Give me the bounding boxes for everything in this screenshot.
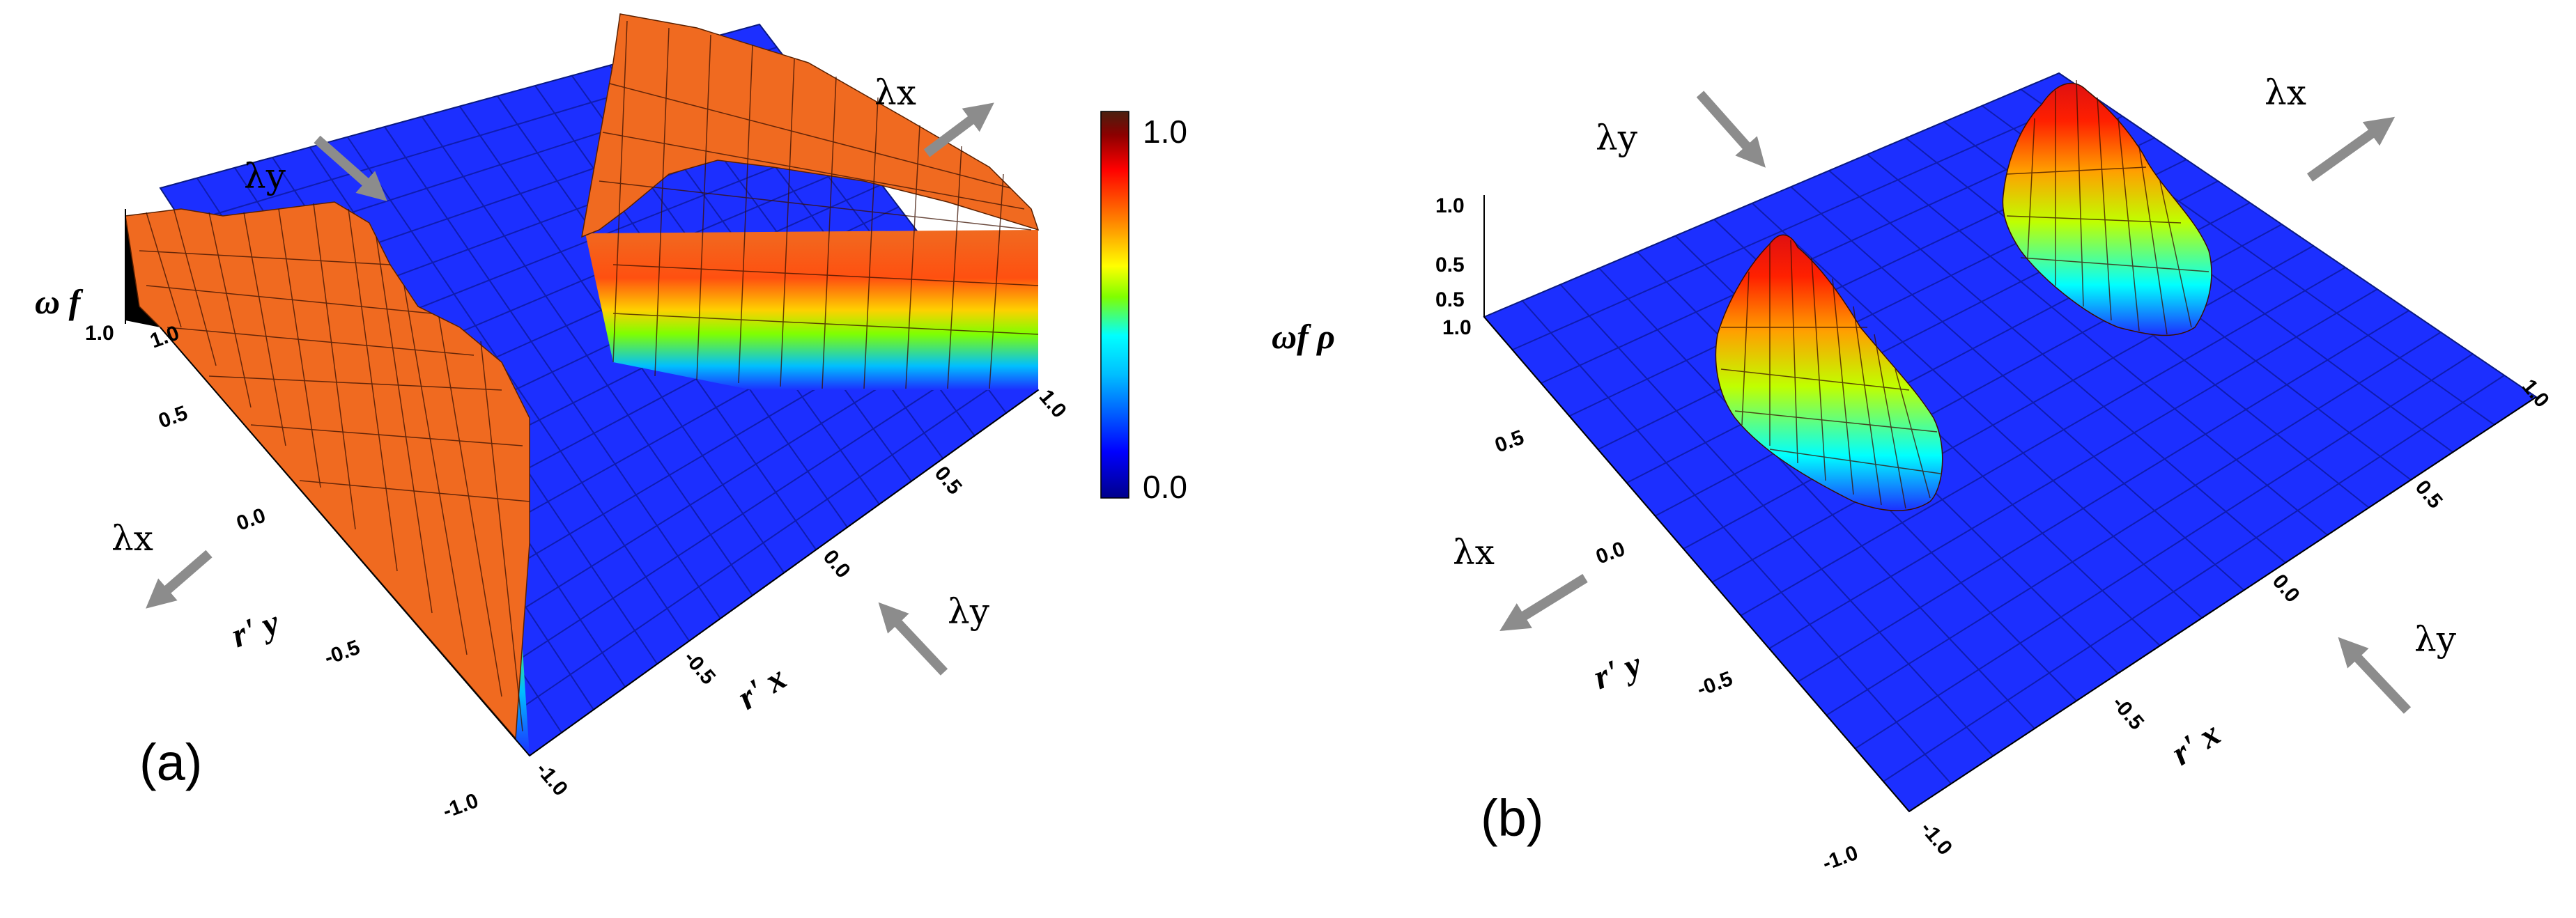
panel-a-x-tick: 1.0 [1035,385,1071,422]
panel-a-x-tick: 0.5 [930,462,966,499]
panel-b: ωf ρ 1.0 0.5 0.5 1.0 0.5 0.0 -0.5 -1.0 r… [1272,72,2554,876]
panel-b-x-tick: 0.5 [2411,476,2447,513]
panel-a-x-tick: -0.5 [679,646,720,689]
panel-b-x-label: r' x [2164,713,2227,772]
panel-b-arrow-lambda-x-right [2306,116,2396,182]
panel-b-y-tick: 0.0 [1593,537,1628,568]
panel-b-x-tick: -1.0 [1916,817,1957,859]
panel-b-y-tick: -1.0 [1819,841,1861,876]
panel-b-peak-back-mesh [2006,79,2209,335]
panel-b-label: (b) [1481,789,1543,847]
panel-a-arrow-lambda-y-top [314,135,387,201]
panel-b-y-axis [1483,316,1910,812]
panel-b-y-tick: -0.5 [1694,667,1736,701]
panel-b-arrow-lambda-y-top [1696,91,1766,168]
panel-b-z-tick: 0.5 [1435,288,1465,311]
panel-a-x-label: r' x [730,658,793,717]
panel-a-z-label: ω f [35,282,84,321]
panel-a-lambda-x-right: λx [874,72,916,113]
colorbar-gradient [1100,111,1129,499]
panel-a-x-tick: 0.0 [819,545,855,582]
panel-b-x-axis [1908,396,2537,812]
panel-b-peak-front-mesh [1720,240,1941,509]
panel-b-y-tick: 0.5 [1492,426,1527,457]
panel-a-ridge-side [125,216,160,327]
panel-b-lambda-y-bottom: λy [2414,619,2457,660]
panel-a-y-tick: -0.5 [321,636,363,670]
colorbar: 1.0 0.0 [1100,111,1187,505]
panel-a-y-tick: -1.0 [440,789,481,823]
panel-a-x-tick: -1.0 [532,758,573,800]
panel-a-y-axis [160,327,530,756]
panel-b-peak-front [1715,234,1943,511]
colorbar-max-label: 1.0 [1143,114,1187,150]
panel-b-z-tick: 0.5 [1435,254,1465,277]
panel-a-x-axis [529,389,1039,756]
panel-b-z-label: ωf ρ [1272,317,1335,356]
panel-a-left-ridge-mesh [139,203,530,732]
panel-a-lambda-x-left: λx [111,518,153,559]
panel-a-y-label: r' y [226,602,285,655]
panel-a-lambda-y-bottom: λy [948,591,990,632]
panel-a-arrow-lambda-y-bottom [878,602,948,676]
panel-a-back-ridge-top [581,13,1040,238]
panel-a-back-ridge-wall [585,230,1038,390]
panel-b-y-label: r' y [1589,644,1647,697]
panel-b-lambda-x-left: λx [1453,532,1495,573]
panel-a-lambda-y-top: λy [244,156,286,196]
panel-a-arrow-lambda-x-right [923,102,994,157]
panel-b-lambda-y-top: λy [1596,118,1638,158]
panel-a-y-tick: 0.0 [233,504,268,535]
panel-a-arrow-lambda-x-left [146,550,213,609]
panel-a-y-tick: 0.5 [155,401,190,433]
panel-a: ω f 1.0 1.0 0.5 0.0 -0.5 -1.0 r' y -1.0 … [35,13,1071,823]
panel-a-z-tick: 1.0 [85,322,114,345]
panel-b-lambda-x-right: λx [2265,72,2306,113]
panel-b-x-tick: -0.5 [2108,692,2149,734]
panel-b-z-tick: 1.0 [1442,316,1472,339]
panel-b-x-tick: 0.0 [2268,570,2304,607]
panel-b-z-tick: 1.0 [1435,194,1465,217]
panel-b-arrow-lambda-x-left [1499,574,1588,632]
panel-b-z-ticks: 1.0 0.5 0.5 1.0 [1435,194,1472,339]
panel-a-label: (a) [139,733,202,791]
panel-b-arrow-lambda-y-bottom [2338,637,2412,714]
panel-a-back-ridge-mesh [599,20,1039,389]
colorbar-min-label: 0.0 [1143,469,1187,505]
